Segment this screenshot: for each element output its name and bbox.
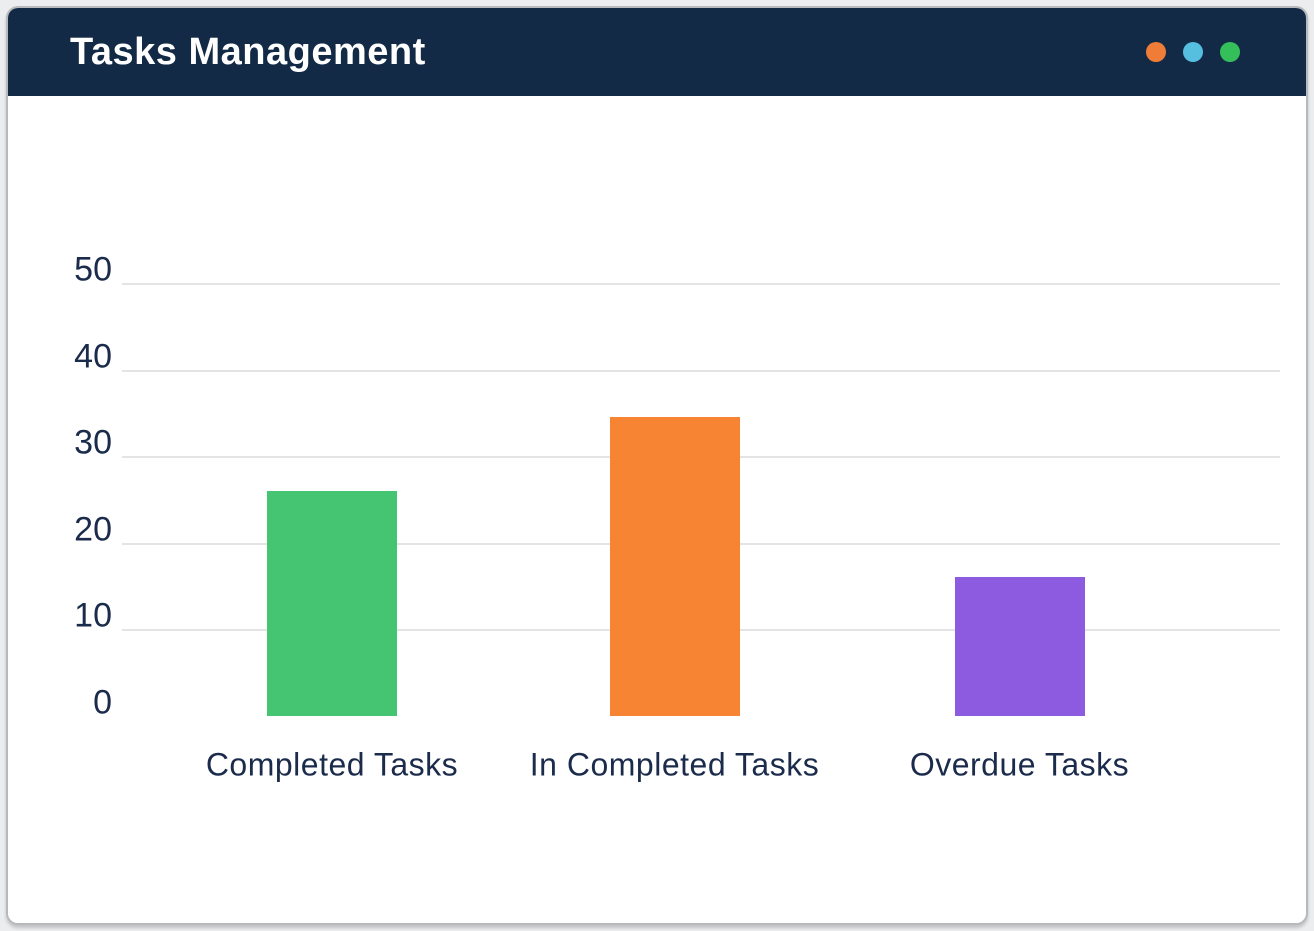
y-axis-tick-40: 40	[74, 337, 112, 376]
window-title: Tasks Management	[70, 30, 426, 73]
window-controls	[1146, 42, 1240, 62]
x-axis-label-in-completed-tasks: In Completed Tasks	[529, 746, 820, 783]
gridline-50	[122, 283, 1280, 285]
gridline-40	[122, 369, 1280, 372]
y-axis-tick-0: 0	[93, 683, 112, 722]
orange-dot[interactable]	[1146, 42, 1166, 62]
y-axis-tick-20: 20	[74, 510, 112, 549]
y-axis-tick-10: 10	[74, 596, 112, 635]
bar-chart: 0 10 20 30 40 50 Completed Tasks In Completed T…	[8, 96, 1306, 923]
bar-in-completed-tasks	[609, 417, 740, 716]
blue-dot[interactable]	[1183, 42, 1203, 62]
x-axis-label-overdue-tasks: Overdue Tasks	[909, 746, 1130, 783]
tasks-management-window: Tasks Management 0 10 20 30 40 50 Completed Ta…	[6, 6, 1308, 925]
green-dot[interactable]	[1220, 42, 1240, 62]
window-header: Tasks Management	[8, 8, 1306, 96]
y-axis-tick-30: 30	[74, 423, 112, 462]
bar-overdue-tasks	[954, 577, 1085, 716]
y-axis-tick-50: 50	[74, 250, 112, 289]
x-axis-label-completed-tasks: Completed Tasks	[205, 746, 459, 783]
bar-completed-tasks	[267, 490, 397, 716]
